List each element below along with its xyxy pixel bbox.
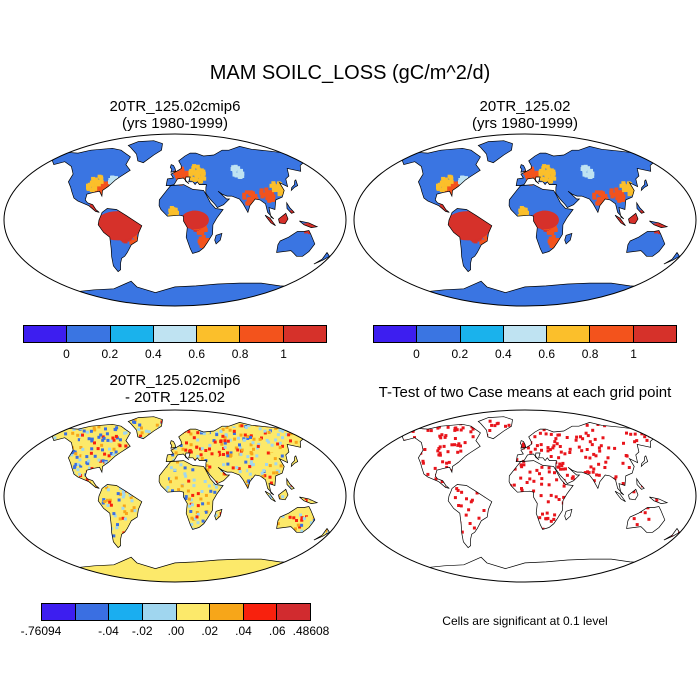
land-japan: [291, 455, 298, 467]
colorbar-1-tick-label: 0.6: [188, 347, 206, 361]
colorbar-1-swatch: [153, 326, 198, 342]
colorbar-2-tick-label: 0.8: [581, 347, 599, 361]
colorbar-3-tick-label: -.76094: [20, 624, 62, 638]
panel-3-title-line2: - 20TR_125.02: [124, 389, 226, 406]
colorbar-2-swatch: [503, 326, 548, 342]
ttest-note: Cells are significant at 0.1 level: [442, 614, 608, 628]
colorbar-2-swatch: [547, 326, 591, 342]
colorbar-panel-1-labels: 0 0.2 0.4 0.6 0.8 1: [23, 347, 327, 363]
land-newguinea: [299, 497, 318, 504]
colorbar-1-tick-label: 1: [280, 347, 287, 361]
colorbar-2-tick-label: 0.2: [451, 347, 469, 361]
panel-1-title-line2: (yrs 1980-1999): [122, 115, 228, 132]
colorbar-3-tick-label: .02: [201, 624, 219, 638]
colorbar-panel-2: [373, 325, 677, 343]
land-greenland: [128, 416, 163, 439]
panel-4-title-line1: T-Test of two Case means at each grid po…: [378, 384, 672, 401]
colorbar-3-swatch: [243, 604, 278, 620]
colorbar-3-tick-label: .06: [268, 624, 286, 638]
land-madagascar: [214, 233, 222, 244]
colorbar-2-tick-label: 0.4: [494, 347, 512, 361]
colorbar-3-swatch: [210, 604, 244, 620]
land-madagascar: [564, 233, 572, 244]
panel-1-title: 20TR_125.02cmip6 (yrs 1980-1999): [35, 98, 315, 132]
land-nz: [663, 252, 680, 264]
land-southAmerica: [448, 484, 492, 548]
land-indonesia2: [278, 489, 288, 500]
land-japan: [641, 455, 648, 467]
land-japan: [291, 179, 298, 191]
panel-4-title: T-Test of two Case means at each grid po…: [345, 384, 700, 401]
colorbar-panel-3-labels: -.76094 -.04 -.02 .00 .02 .04 .06 .48608: [21, 624, 330, 640]
panel-2-title-line1: 20TR_125.02: [479, 98, 571, 115]
land-nz: [663, 528, 680, 540]
colorbar-1-tick-label: 0.2: [101, 347, 119, 361]
land-australia: [276, 230, 315, 257]
colorbar-2-swatch: [633, 326, 676, 342]
land-nz: [313, 528, 330, 540]
colorbar-1-swatch: [197, 326, 241, 342]
colorbar-1-tick-label: 0: [63, 347, 70, 361]
colorbar-3-tick-label: .00: [167, 624, 185, 638]
panel-2-title-line2: (yrs 1980-1999): [472, 115, 578, 132]
land-indonesia2: [628, 489, 638, 500]
colorbar-1-swatch: [283, 326, 326, 342]
colorbar-1-tick-label: 0.4: [144, 347, 162, 361]
colorbar-1-swatch: [24, 326, 68, 342]
land-nz: [313, 252, 330, 264]
colorbar-panel-1: [23, 325, 327, 343]
colorbar-2-swatch: [590, 326, 634, 342]
colorbar-1-tick-label: 0.8: [231, 347, 249, 361]
panel-3-title: 20TR_125.02cmip6 - 20TR_125.02: [35, 372, 315, 406]
land-indonesia1: [615, 491, 626, 502]
map-panel-1: [3, 133, 347, 307]
panel-2-title: 20TR_125.02 (yrs 1980-1999): [385, 98, 665, 132]
colorbar-3-tick-label: -.04: [98, 624, 119, 638]
colorbar-2-tick-label: 1: [630, 347, 637, 361]
colorbar-3-swatch: [75, 604, 110, 620]
colorbar-3-swatch: [176, 604, 211, 620]
colorbar-2-swatch: [460, 326, 504, 342]
colorbar-1-swatch: [240, 326, 284, 342]
panel-1-title-line1: 20TR_125.02cmip6: [109, 98, 241, 115]
colorbar-3-swatch: [109, 604, 143, 620]
land-australia: [626, 230, 665, 257]
figure-title: MAM SOILC_LOSS (gC/m^2/d): [209, 62, 491, 84]
map-panel-2: [353, 133, 697, 307]
land-japan: [641, 179, 648, 191]
colorbar-1-swatch: [110, 326, 154, 342]
colorbar-3-tick-label: .48608: [292, 624, 330, 638]
land-greenland: [478, 416, 513, 439]
colorbar-2-swatch: [417, 326, 461, 342]
colorbar-panel-3: [41, 603, 311, 621]
land-greenland: [128, 140, 163, 163]
colorbar-3-swatch: [277, 604, 310, 620]
colorbar-panel-2-labels: 0 0.2 0.4 0.6 0.8 1: [373, 347, 677, 363]
panel-3-title-line1: 20TR_125.02cmip6: [109, 372, 241, 389]
colorbar-3-tick-label: .04: [235, 624, 252, 638]
land-greenland: [478, 140, 513, 163]
colorbar-2-tick-label: 0.6: [538, 347, 556, 361]
colorbar-1-swatch: [67, 326, 111, 342]
map-panel-4: [353, 409, 697, 583]
colorbar-3-swatch: [42, 604, 76, 620]
map-panel-3: [3, 409, 347, 583]
colorbar-3-tick-label: -.02: [131, 624, 153, 638]
land-madagascar: [564, 509, 572, 520]
colorbar-2-swatch: [374, 326, 418, 342]
colorbar-2-tick-label: 0: [413, 347, 420, 361]
colorbar-3-swatch: [142, 604, 177, 620]
